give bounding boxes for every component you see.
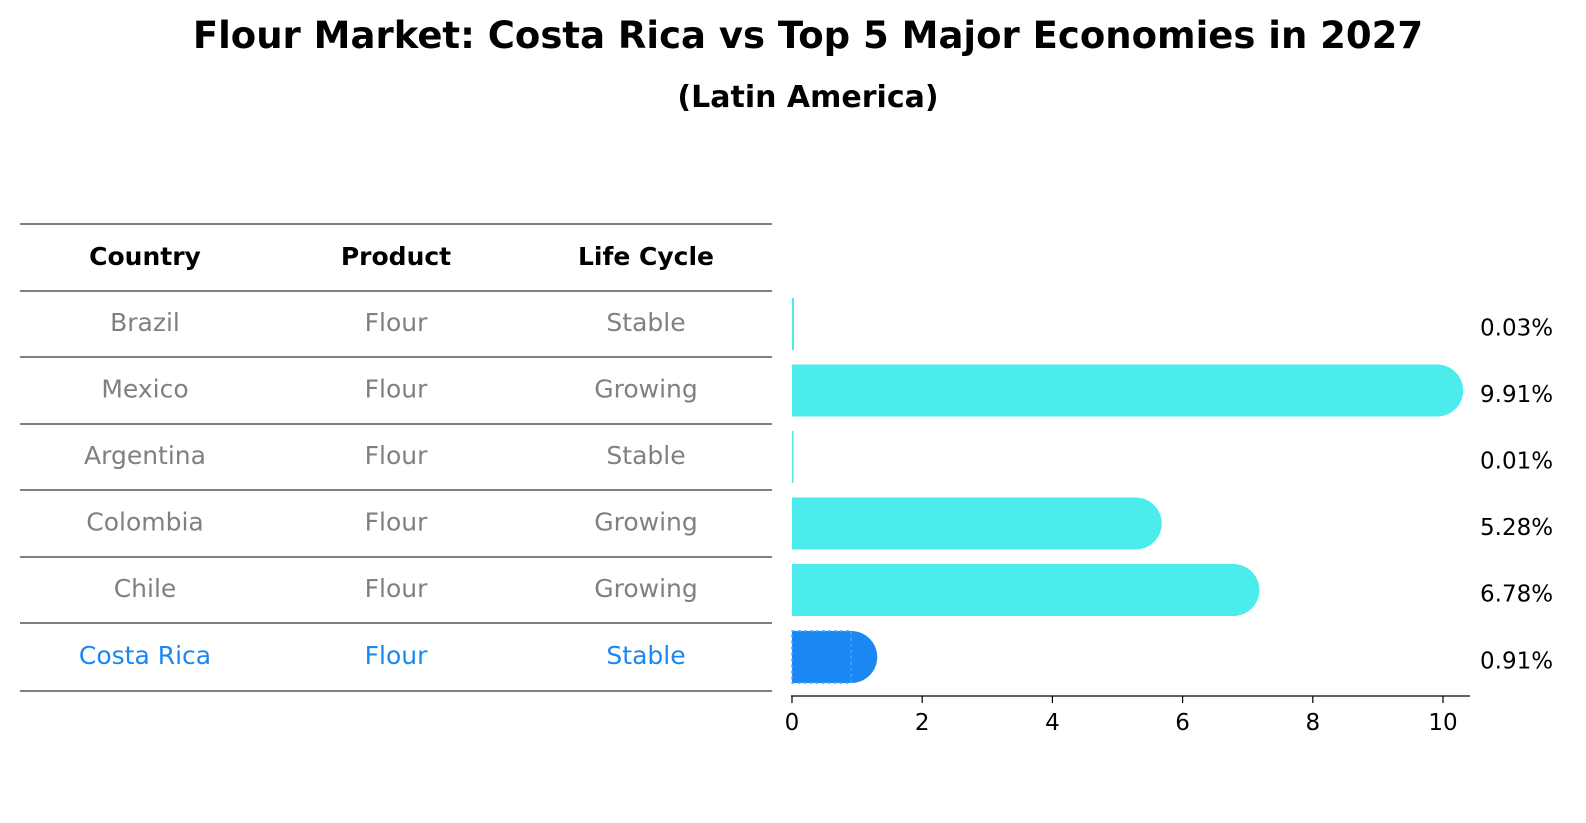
table-cell-r5-c1: Flour <box>365 641 428 670</box>
bar-brazil <box>792 298 794 350</box>
value-label-colombia: 5.28% <box>1480 515 1553 541</box>
table-header-1: Product <box>341 242 451 271</box>
bar-mexico <box>792 364 1464 417</box>
bar-colombia <box>792 497 1162 550</box>
table-cell-r0-c2: Stable <box>606 308 685 337</box>
table-cell-r5-c2: Stable <box>606 641 685 670</box>
table-header-2: Life Cycle <box>578 242 714 271</box>
bar-costa-rica <box>792 631 878 683</box>
chart-title: Flour Market: Costa Rica vs Top 5 Major … <box>192 14 1424 57</box>
table-cell-r3-c1: Flour <box>365 508 428 537</box>
table-cell-r0-c1: Flour <box>365 308 428 337</box>
table-cell-r0-c0: Brazil <box>110 308 180 337</box>
x-tick-label-0: 0 <box>785 710 800 736</box>
value-label-costa-rica: 0.91% <box>1480 649 1553 675</box>
x-tick-label-1: 2 <box>915 710 930 736</box>
table-cell-r4-c0: Chile <box>114 574 177 603</box>
value-label-brazil: 0.03% <box>1480 316 1553 342</box>
bar-argentina <box>792 431 794 483</box>
x-tick-label-3: 6 <box>1175 710 1190 736</box>
table-cell-r1-c1: Flour <box>365 375 428 404</box>
value-label-chile: 6.78% <box>1480 582 1553 608</box>
table-cell-r4-c1: Flour <box>365 574 428 603</box>
value-label-mexico: 9.91% <box>1480 382 1553 408</box>
bar-highlight-outline <box>791 630 852 684</box>
table-cell-r2-c1: Flour <box>365 441 428 470</box>
table-cell-r3-c2: Growing <box>594 508 698 537</box>
table-cell-r1-c0: Mexico <box>101 375 188 404</box>
x-tick-label-5: 10 <box>1428 710 1457 736</box>
bar-chile <box>792 564 1260 616</box>
table-cell-r5-c0: Costa Rica <box>79 641 211 670</box>
table-cell-r2-c2: Stable <box>606 441 685 470</box>
table-cell-r2-c0: Argentina <box>84 441 206 470</box>
table-cell-r4-c2: Growing <box>594 574 698 603</box>
chart-subtitle: (Latin America) <box>677 80 939 115</box>
table-cell-r1-c2: Growing <box>594 375 698 404</box>
table-header-0: Country <box>89 242 201 271</box>
table-cell-r3-c0: Colombia <box>86 508 203 537</box>
x-tick-label-2: 4 <box>1045 710 1060 736</box>
x-tick-label-4: 8 <box>1305 710 1320 736</box>
value-label-argentina: 0.01% <box>1480 449 1553 475</box>
